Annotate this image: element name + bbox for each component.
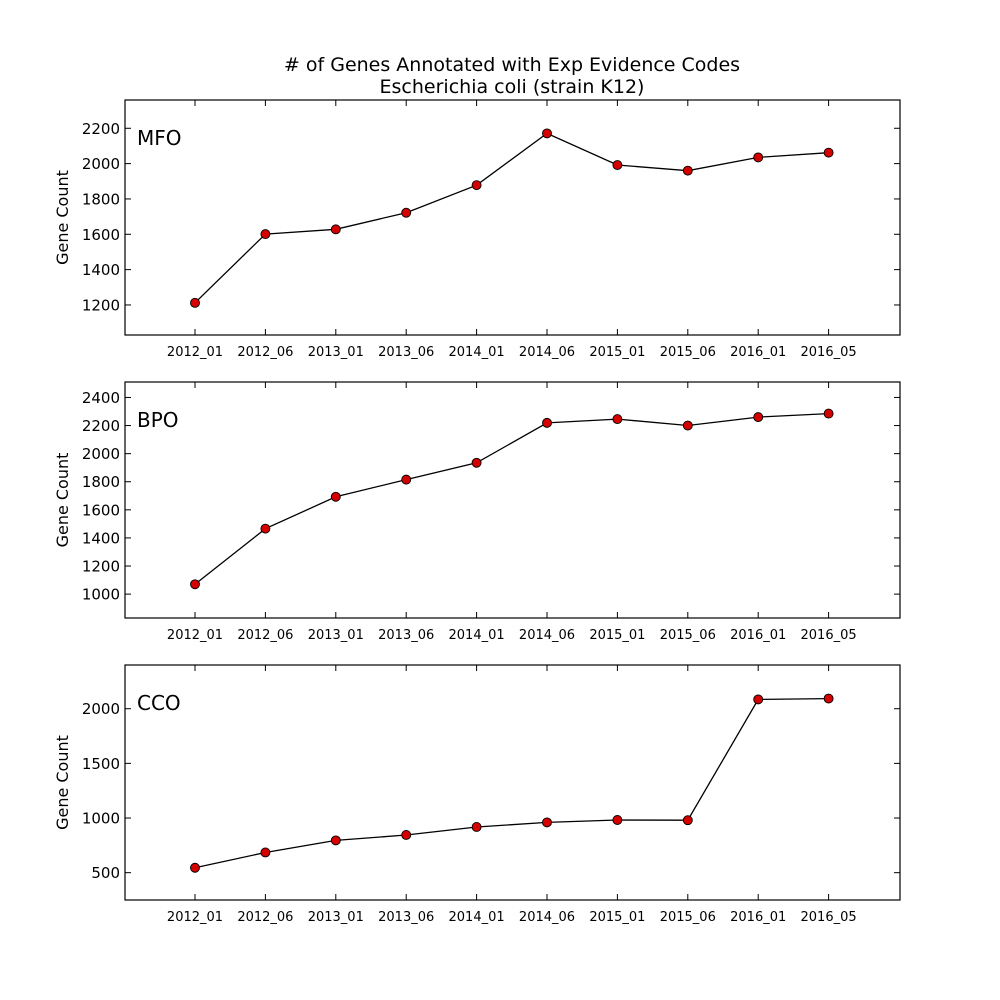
x-tick-label-cco-7: 2015_06 [660, 910, 716, 925]
x-tick-label-bpo-3: 2013_06 [378, 628, 434, 643]
data-point-mfo-2 [330, 224, 341, 235]
data-point-cco-7 [682, 815, 693, 826]
data-point-bpo-9 [823, 408, 834, 419]
data-point-bpo-4 [471, 457, 482, 468]
x-tick-label-mfo-1: 2012_06 [237, 345, 293, 360]
data-point-bpo-2 [330, 491, 341, 502]
y-tick-label-cco-2: 1500 [82, 755, 120, 773]
x-tick-label-mfo-6: 2015_01 [589, 345, 645, 360]
data-point-bpo-1 [260, 523, 271, 534]
x-tick-label-mfo-0: 2012_01 [167, 345, 223, 360]
y-tick-label-cco-3: 2000 [82, 700, 120, 718]
x-tick-label-mfo-7: 2015_06 [660, 345, 716, 360]
x-tick-label-cco-9: 2016_05 [801, 910, 857, 925]
y-tick-label-mfo-4: 2000 [82, 155, 120, 173]
data-point-cco-8 [753, 694, 764, 705]
y-tick-label-bpo-2: 1400 [82, 529, 120, 547]
data-point-cco-5 [542, 817, 552, 828]
x-tick-label-bpo-7: 2015_06 [660, 628, 716, 643]
y-axis-label-mfo: Gene Count [53, 170, 72, 265]
y-tick-label-bpo-1: 1200 [82, 558, 120, 576]
x-tick-label-bpo-1: 2012_06 [237, 628, 293, 643]
x-tick-label-cco-1: 2012_06 [237, 910, 293, 925]
y-axis-label-cco: Gene Count [53, 735, 72, 830]
y-tick-label-bpo-5: 2000 [82, 445, 120, 463]
x-tick-label-bpo-2: 2013_01 [308, 628, 364, 643]
series-line-bpo [194, 412, 829, 585]
x-tick-label-bpo-0: 2012_01 [167, 628, 223, 643]
y-tick-label-mfo-3: 1800 [82, 190, 120, 208]
y-tick-label-cco-1: 1000 [82, 810, 120, 828]
series-line-mfo [194, 132, 829, 304]
x-tick-label-bpo-6: 2015_01 [589, 628, 645, 643]
axes-frame-bpo [124, 381, 901, 619]
data-point-mfo-4 [471, 180, 482, 191]
data-point-mfo-0 [190, 297, 200, 308]
subplot-bpo: 1000 1200 1400 1600 1800 2000 2200 2400 2012_01 2… [53, 381, 901, 643]
y-tick-label-bpo-6: 2200 [82, 417, 120, 435]
x-tick-label-mfo-4: 2014_01 [449, 345, 505, 360]
x-tick-label-mfo-3: 2013_06 [378, 345, 434, 360]
x-tick-label-cco-3: 2013_06 [378, 910, 434, 925]
data-point-bpo-6 [612, 414, 623, 425]
data-point-cco-1 [260, 847, 271, 858]
y-tick-label-mfo-5: 2200 [82, 120, 120, 138]
x-tick-label-mfo-9: 2016_05 [801, 345, 857, 360]
data-point-bpo-8 [753, 412, 764, 423]
x-tick-label-cco-6: 2015_01 [589, 910, 645, 925]
x-tick-label-bpo-8: 2016_01 [730, 628, 786, 643]
x-tick-label-cco-0: 2012_01 [167, 910, 223, 925]
x-tick-label-cco-4: 2014_01 [449, 910, 505, 925]
x-tick-label-bpo-4: 2014_01 [449, 628, 505, 643]
x-tick-label-cco-2: 2013_01 [308, 910, 364, 925]
subplot-cco: 500 1000 1500 2000 2012_01 2012_06 2013_01 2013… [53, 664, 901, 925]
y-tick-label-bpo-3: 1600 [82, 501, 120, 519]
y-tick-label-mfo-0: 1200 [82, 296, 120, 314]
data-point-bpo-3 [401, 474, 412, 485]
y-tick-label-cco-0: 500 [91, 864, 120, 882]
data-point-cco-0 [190, 862, 200, 873]
x-tick-label-bpo-5: 2014_06 [519, 628, 575, 643]
data-point-cco-3 [401, 830, 412, 840]
data-point-bpo-5 [542, 417, 552, 428]
data-point-cco-9 [823, 693, 834, 704]
figure-title-line2: Escherichia coli (strain K12) [380, 76, 645, 98]
data-point-mfo-6 [612, 160, 623, 170]
x-tick-label-cco-8: 2016_01 [730, 910, 786, 925]
data-point-mfo-9 [823, 147, 834, 158]
subplot-mfo: 1200 1400 1600 1800 2000 2200 2012_01 2012_06 20… [53, 99, 901, 360]
y-tick-label-bpo-7: 2400 [82, 389, 120, 407]
axes-frame-cco [124, 664, 901, 901]
figure-title-line1: # of Genes Annotated with Exp Evidence C… [284, 54, 740, 76]
data-point-cco-4 [471, 822, 482, 832]
subplots: 1200 1400 1600 1800 2000 2200 2012_01 2012_06 20… [53, 99, 901, 925]
axes-frame-mfo [124, 99, 901, 336]
data-point-cco-2 [330, 835, 341, 846]
x-tick-label-cco-5: 2014_06 [519, 910, 575, 925]
data-point-mfo-7 [682, 165, 693, 176]
x-tick-label-bpo-9: 2016_05 [801, 628, 857, 643]
data-point-bpo-0 [190, 579, 200, 590]
y-tick-label-mfo-2: 1600 [82, 226, 120, 244]
y-tick-label-mfo-1: 1400 [82, 261, 120, 279]
data-point-mfo-5 [542, 128, 552, 139]
y-tick-label-bpo-0: 1000 [82, 586, 120, 604]
y-axis-label-bpo: Gene Count [53, 453, 72, 548]
x-tick-label-mfo-8: 2016_01 [730, 345, 786, 360]
data-point-mfo-8 [753, 152, 764, 163]
data-point-bpo-7 [682, 420, 693, 431]
x-tick-label-mfo-2: 2013_01 [308, 345, 364, 360]
series-line-cco [194, 697, 829, 869]
x-tick-label-mfo-5: 2014_06 [519, 345, 575, 360]
data-point-mfo-3 [401, 207, 412, 218]
panel-label-bpo: BPO [137, 408, 179, 432]
data-point-cco-6 [612, 815, 623, 825]
panel-label-mfo: MFO [137, 126, 182, 150]
y-tick-label-bpo-4: 1800 [82, 473, 120, 491]
data-point-mfo-1 [260, 229, 271, 240]
panel-label-cco: CCO [137, 691, 181, 715]
